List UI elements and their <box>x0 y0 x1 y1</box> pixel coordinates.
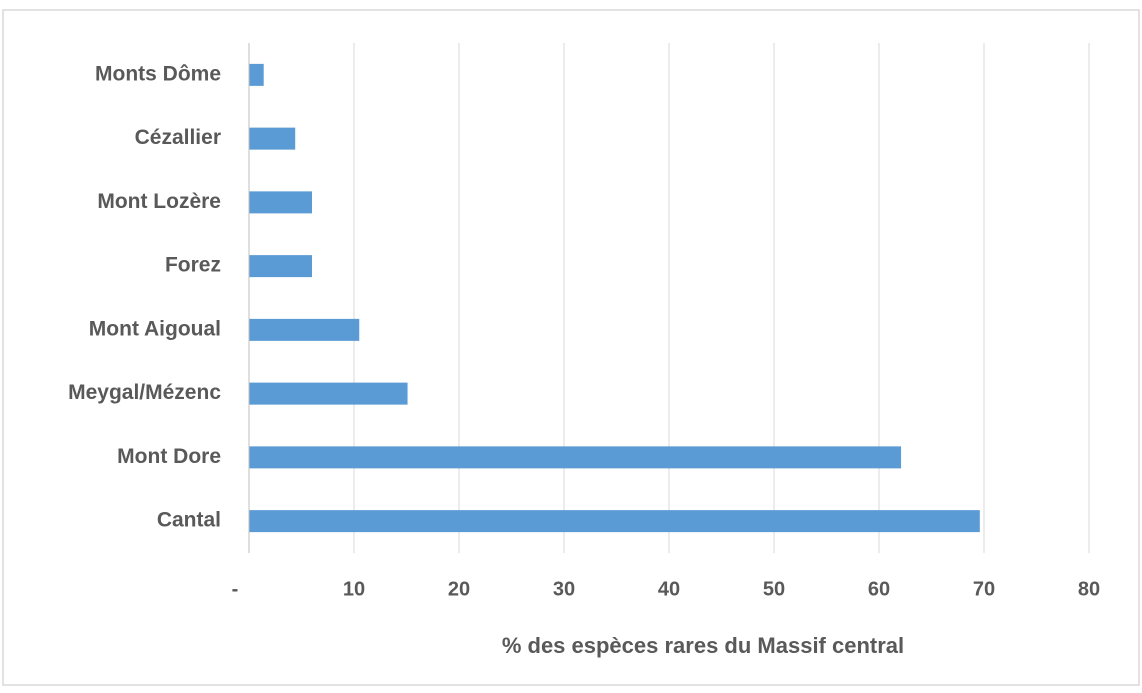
bar <box>249 127 296 150</box>
bar <box>249 255 312 278</box>
bar <box>249 446 902 469</box>
y-tick-label: Monts Dôme <box>95 62 221 85</box>
x-tick-label: - <box>232 578 239 600</box>
x-tick-label: 40 <box>658 578 680 600</box>
x-tick-label: 10 <box>343 578 365 600</box>
x-tick-label: 60 <box>868 578 890 600</box>
x-tick-label: 20 <box>448 578 470 600</box>
x-tick-label: 80 <box>1078 578 1100 600</box>
y-tick-label: Forez <box>165 254 221 277</box>
chart-frame <box>2 9 1140 686</box>
bar <box>249 510 980 533</box>
x-tick-label: 70 <box>973 578 995 600</box>
bar <box>249 318 360 341</box>
x-tick-label: 30 <box>553 578 575 600</box>
y-tick-label: Mont Lozère <box>97 190 221 213</box>
bar <box>249 63 264 86</box>
y-tick-label: Cantal <box>157 509 221 532</box>
x-axis-title: % des espèces rares du Massif central <box>502 633 904 658</box>
y-tick-label: Meygal/Mézenc <box>68 381 221 404</box>
y-tick-label: Mont Aigoual <box>89 317 221 340</box>
y-tick-label: Mont Dore <box>117 445 221 468</box>
bar <box>249 382 408 405</box>
bar <box>249 191 312 214</box>
x-tick-label: 50 <box>763 578 785 600</box>
y-tick-label: Cézallier <box>135 126 221 149</box>
